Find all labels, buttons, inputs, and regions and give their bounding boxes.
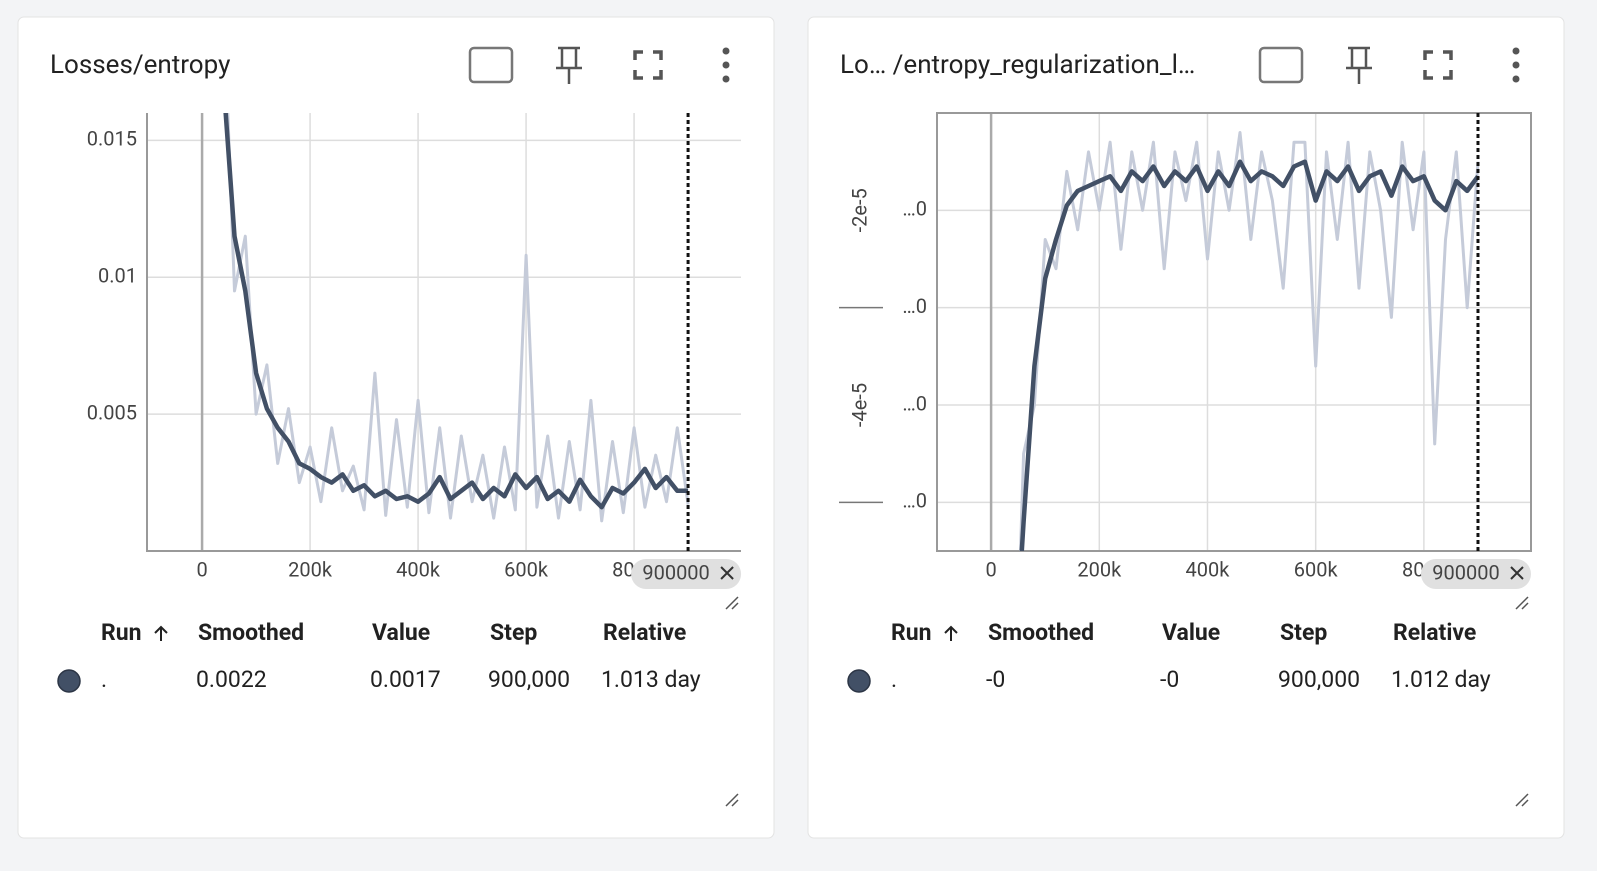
table-cell: 0.0022 bbox=[196, 666, 267, 693]
y-tick-label: …0 bbox=[902, 294, 927, 318]
y-tick-label: …0 bbox=[902, 489, 927, 513]
menu-dot[interactable] bbox=[722, 75, 730, 83]
pin-button[interactable] bbox=[556, 46, 582, 84]
table-cell: 900,000 bbox=[488, 666, 570, 693]
table-header[interactable]: Run bbox=[101, 619, 142, 646]
header-icons bbox=[468, 46, 730, 84]
y-tick-label: 0.015 bbox=[87, 127, 137, 151]
menu-dot[interactable] bbox=[722, 61, 730, 69]
x-tick-label: 200k bbox=[288, 557, 333, 581]
table-header[interactable]: Smoothed bbox=[198, 619, 304, 646]
step-marker-close[interactable] bbox=[720, 566, 734, 580]
series-line bbox=[226, 113, 690, 523]
x-tick-label: 400k bbox=[1186, 557, 1231, 581]
x-tick-label: 200k bbox=[1077, 557, 1122, 581]
menu-dot[interactable] bbox=[722, 47, 730, 55]
step-marker-badge bbox=[631, 559, 742, 589]
y-tick-label: 0.005 bbox=[87, 400, 137, 424]
x-tick-label: 600k bbox=[1294, 557, 1339, 581]
menu-dot[interactable] bbox=[1512, 47, 1520, 55]
table-cell: 1.013 day bbox=[601, 666, 701, 693]
table-header[interactable]: Run bbox=[891, 619, 932, 646]
step-marker-label: 900000 bbox=[1432, 560, 1499, 584]
pin-button[interactable] bbox=[1346, 46, 1372, 84]
table-header[interactable]: Value bbox=[372, 619, 430, 646]
fit-domain-button[interactable] bbox=[468, 46, 514, 84]
axis-frame bbox=[936, 112, 1532, 552]
table-header[interactable]: Relative bbox=[603, 619, 686, 646]
x-tick-label: 400k bbox=[396, 557, 441, 581]
x-tick-label: 0 bbox=[196, 557, 207, 581]
resize-handle[interactable] bbox=[1515, 596, 1529, 610]
y-major-label: -2e-5 bbox=[847, 188, 871, 232]
header-icons bbox=[1258, 46, 1520, 84]
fullscreen-button[interactable] bbox=[633, 50, 663, 80]
run-color-swatch bbox=[57, 669, 81, 693]
step-marker-close[interactable] bbox=[1510, 566, 1524, 580]
series-line bbox=[1019, 159, 1480, 551]
table-cell: -0 bbox=[986, 666, 1005, 693]
run-color-swatch bbox=[847, 669, 871, 693]
table-header[interactable]: Smoothed bbox=[988, 619, 1094, 646]
table-cell: 0.0017 bbox=[370, 666, 441, 693]
table-cell: . bbox=[891, 666, 897, 693]
fit-domain-button[interactable] bbox=[1258, 46, 1304, 84]
x-tick-label: 600k bbox=[504, 557, 549, 581]
y-tick-label: …0 bbox=[902, 197, 927, 221]
table-header[interactable]: Relative bbox=[1393, 619, 1476, 646]
menu-dot[interactable] bbox=[1512, 61, 1520, 69]
table-cell: 1.012 day bbox=[1391, 666, 1491, 693]
sort-arrow bbox=[944, 625, 958, 641]
card: Losses/entropy 0.005 0.01 0.015 0 200k 400k 600… bbox=[17, 16, 775, 839]
fullscreen-button[interactable] bbox=[1423, 50, 1453, 80]
table-cell: -0 bbox=[1160, 666, 1179, 693]
table-header[interactable]: Value bbox=[1162, 619, 1220, 646]
axis-frame bbox=[146, 113, 741, 552]
table-header[interactable]: Step bbox=[1280, 619, 1327, 646]
sort-arrow bbox=[154, 625, 168, 641]
resize-handle[interactable] bbox=[1515, 793, 1529, 807]
y-major-label: -4e-5 bbox=[847, 383, 871, 427]
step-marker-label: 900000 bbox=[642, 560, 709, 584]
step-marker-badge bbox=[1420, 559, 1531, 589]
menu-dot[interactable] bbox=[1512, 75, 1520, 83]
card-background bbox=[807, 16, 1565, 839]
x-tick-label: 0 bbox=[985, 557, 996, 581]
y-tick-label: …0 bbox=[902, 391, 927, 415]
card: Lo… /entropy_regularization_l… …0 …0 …0 …0 -2… bbox=[807, 16, 1565, 839]
table-cell: . bbox=[101, 666, 107, 693]
card-title: Lo… /entropy_regularization_l… bbox=[840, 50, 1195, 80]
resize-handle[interactable] bbox=[725, 596, 739, 610]
series-line bbox=[223, 113, 689, 510]
y-tick-label: 0.01 bbox=[98, 264, 137, 288]
card-title: Losses/entropy bbox=[50, 50, 230, 80]
table-cell: 900,000 bbox=[1278, 666, 1360, 693]
resize-handle[interactable] bbox=[725, 793, 739, 807]
table-header[interactable]: Step bbox=[490, 619, 537, 646]
